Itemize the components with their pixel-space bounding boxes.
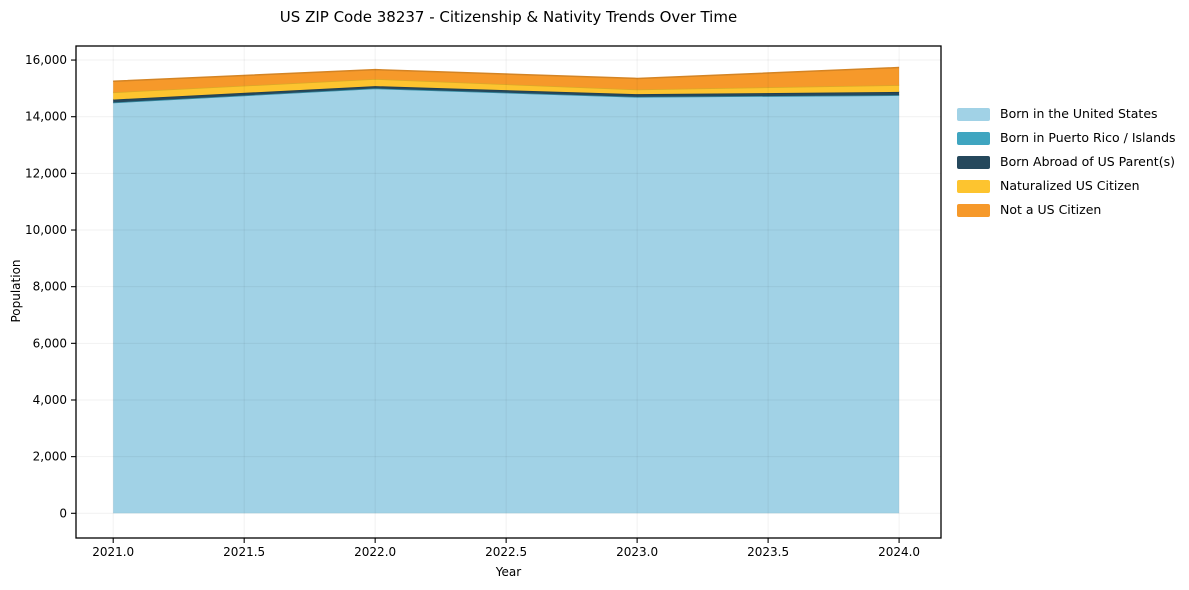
area-edge-not-a-us-citizen [113,66,900,83]
legend-item-not-a-us-citizen: Not a US Citizen [957,198,1176,222]
x-tick-label: 2022.5 [485,545,527,559]
legend-swatch-icon [957,203,990,217]
legend-swatch-icon [957,107,990,121]
plot-border [75,45,942,539]
y-tick-label: 14,000 [25,110,67,124]
legend-label: Born in Puerto Rico / Islands [1000,130,1176,145]
x-tick-label: 2021.5 [223,545,265,559]
legend-swatch-icon [957,131,990,145]
legend-item-born-in-puerto-rico-islands: Born in Puerto Rico / Islands [957,126,1176,150]
y-axis-title: Population [9,259,23,323]
y-tick-label: 6,000 [33,336,67,350]
x-tick-label: 2023.5 [747,545,789,559]
x-tick-label: 2024.0 [878,545,920,559]
area-naturalized-us-citizen [113,79,900,100]
area-not-a-us-citizen [113,67,900,93]
legend-item-born-abroad-of-us-parent-s: Born Abroad of US Parent(s) [957,150,1176,174]
y-tick-label: 8,000 [33,280,67,294]
x-tick-label: 2022.0 [354,545,396,559]
x-tick-label: 2023.0 [616,545,658,559]
legend-item-naturalized-us-citizen: Naturalized US Citizen [957,174,1176,198]
legend-swatch-icon [957,179,990,193]
legend-swatch-icon [957,155,990,169]
legend-label: Naturalized US Citizen [1000,178,1140,193]
y-tick-label: 4,000 [33,393,67,407]
area-born-in-the-united-states [113,88,900,514]
legend-item-born-in-the-united-states: Born in the United States [957,102,1176,126]
legend-label: Born in the United States [1000,106,1158,121]
y-tick-label: 0 [59,506,67,520]
x-tick-label: 2021.0 [92,545,134,559]
chart-title: US ZIP Code 38237 - Citizenship & Nativi… [279,8,738,26]
y-tick-label: 10,000 [25,223,67,237]
legend: Born in the United States Born in Puerto … [957,102,1176,222]
x-axis-title: Year [495,565,522,579]
y-tick-label: 16,000 [25,53,67,67]
y-tick-label: 12,000 [25,166,67,180]
y-tick-label: 2,000 [33,450,67,464]
legend-label: Not a US Citizen [1000,202,1102,217]
legend-label: Born Abroad of US Parent(s) [1000,154,1175,169]
